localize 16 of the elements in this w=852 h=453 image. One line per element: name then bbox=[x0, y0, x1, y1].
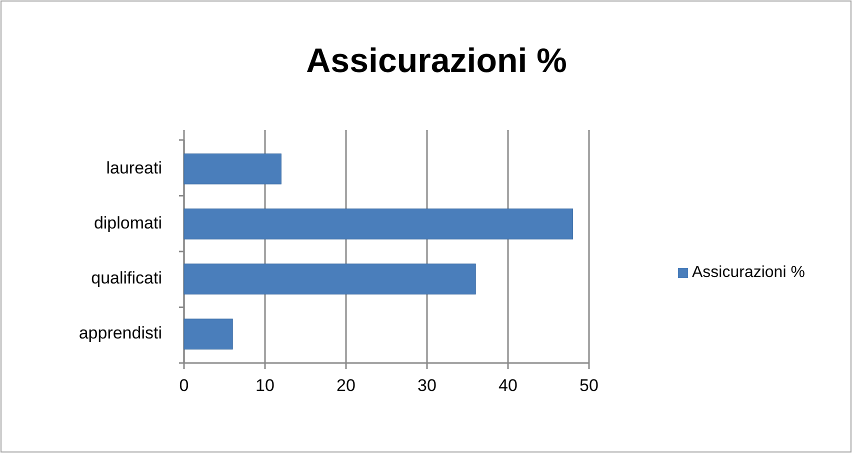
bar bbox=[184, 208, 574, 240]
x-tick-label: 0 bbox=[179, 376, 189, 395]
x-tick-label: 40 bbox=[498, 376, 518, 395]
chart-title: Assicurazioni % bbox=[306, 42, 567, 80]
x-tick-label: 20 bbox=[336, 376, 356, 395]
bar bbox=[184, 154, 282, 184]
x-tick-label: 10 bbox=[256, 376, 274, 395]
x-tick-label: 50 bbox=[580, 376, 598, 395]
y-tick-label: laureati bbox=[106, 158, 162, 178]
legend-label: Assicurazioni % bbox=[692, 264, 805, 282]
y-tick-label: diplomati bbox=[94, 213, 162, 232]
bar bbox=[184, 318, 233, 350]
x-tick-label: 30 bbox=[418, 376, 436, 395]
bar bbox=[184, 264, 476, 294]
y-tick-label: qualificati bbox=[91, 268, 162, 288]
y-tick-label: apprendisti bbox=[78, 324, 162, 343]
